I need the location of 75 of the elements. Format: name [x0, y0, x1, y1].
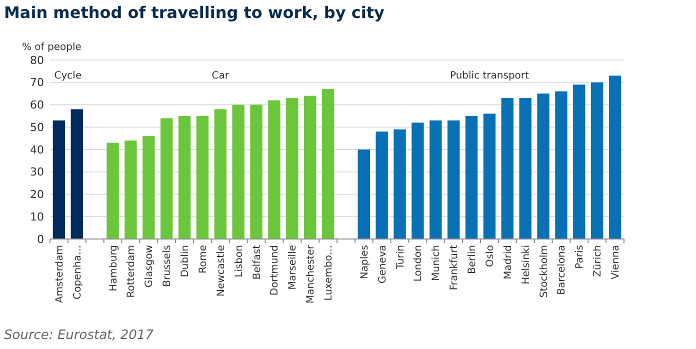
- bar: [142, 136, 155, 239]
- x-tick-label: Munich: [431, 245, 442, 281]
- x-tick-label: Stockholm: [538, 245, 550, 298]
- bar: [608, 76, 622, 239]
- bar: [447, 120, 460, 239]
- x-tick-label: Helsinki: [520, 245, 532, 284]
- bar: [178, 116, 191, 239]
- y-tick-label: 40: [30, 143, 44, 156]
- bar: [358, 150, 370, 239]
- x-tick-label: Oslo: [484, 245, 496, 267]
- bar: [196, 116, 209, 239]
- x-tick-label: Paris: [574, 245, 586, 269]
- bar: [519, 98, 532, 239]
- bar: [250, 104, 262, 239]
- x-tick-label: Dublin: [180, 245, 192, 278]
- x-tick-label: Copenha…: [72, 245, 84, 300]
- chart-title: Main method of travelling to work, by city: [4, 3, 385, 22]
- y-tick-label: 80: [30, 54, 44, 67]
- bar: [555, 91, 568, 239]
- x-tick-label: Glasgow: [144, 245, 156, 288]
- y-axis-title: % of people: [22, 42, 82, 53]
- bar: [52, 120, 66, 239]
- x-tick-label: Lisbon: [234, 245, 245, 278]
- bar: [483, 114, 496, 239]
- x-tick-label: Brussels: [162, 245, 174, 287]
- bar: [232, 104, 244, 239]
- x-tick-label: Berlin: [467, 245, 478, 274]
- bar: [124, 140, 137, 239]
- bar: [430, 120, 442, 239]
- bar: [376, 132, 388, 239]
- bar: [106, 142, 119, 239]
- x-tick-label: Barcelona: [556, 245, 568, 295]
- series-label: Public transport: [450, 70, 530, 82]
- bar: [412, 122, 424, 239]
- x-tick-label: Rome: [198, 245, 209, 274]
- x-tick-label: Dortmund: [270, 245, 281, 296]
- y-tick-label: 60: [30, 98, 44, 112]
- text: Car: [212, 70, 230, 82]
- bar: [70, 109, 84, 239]
- x-tick-label: Belfast: [252, 244, 263, 280]
- bar: [537, 94, 550, 239]
- x-tick-label: Zürich: [592, 245, 604, 277]
- x-tick-label: Newcastle: [216, 245, 227, 296]
- bar: [394, 129, 406, 239]
- y-tick-label: 30: [30, 166, 44, 179]
- x-tick-label: Marseille: [288, 245, 299, 290]
- bar: [590, 82, 604, 239]
- bar: [465, 116, 478, 239]
- y-tick-label: 50: [30, 120, 44, 134]
- bar: [322, 89, 334, 239]
- y-tick-label: 10: [30, 210, 44, 224]
- x-tick-label: Naples: [359, 245, 370, 280]
- x-tick-label: Amsterdam: [54, 245, 66, 304]
- x-tick-label: Frankfurt: [449, 244, 460, 290]
- source-note: Source: Eurostat, 2017: [4, 328, 154, 343]
- x-tick-label: Turin: [395, 245, 406, 270]
- x-tick-label: Geneva: [377, 245, 388, 284]
- bar: [573, 84, 586, 239]
- x-tick-label: Luxembo…: [324, 245, 335, 301]
- text: Cycle: [54, 70, 82, 82]
- x-tick-label: London: [413, 245, 424, 282]
- bar: [214, 109, 227, 239]
- bar: [501, 98, 514, 239]
- x-tick-label: Manchester: [306, 244, 317, 304]
- x-tick-label: Madrid: [502, 245, 514, 280]
- y-tick-label: 70: [30, 76, 44, 90]
- bar: [304, 96, 316, 239]
- bar: [160, 118, 173, 239]
- x-tick-label: Rotterdam: [126, 245, 138, 298]
- bar: [268, 100, 280, 239]
- x-tick-label: Vienna: [610, 245, 622, 280]
- bar: [286, 98, 298, 239]
- x-tick-label: Hamburg: [108, 245, 120, 292]
- y-tick-label: 20: [30, 188, 44, 202]
- y-tick-label: 0: [37, 232, 44, 246]
